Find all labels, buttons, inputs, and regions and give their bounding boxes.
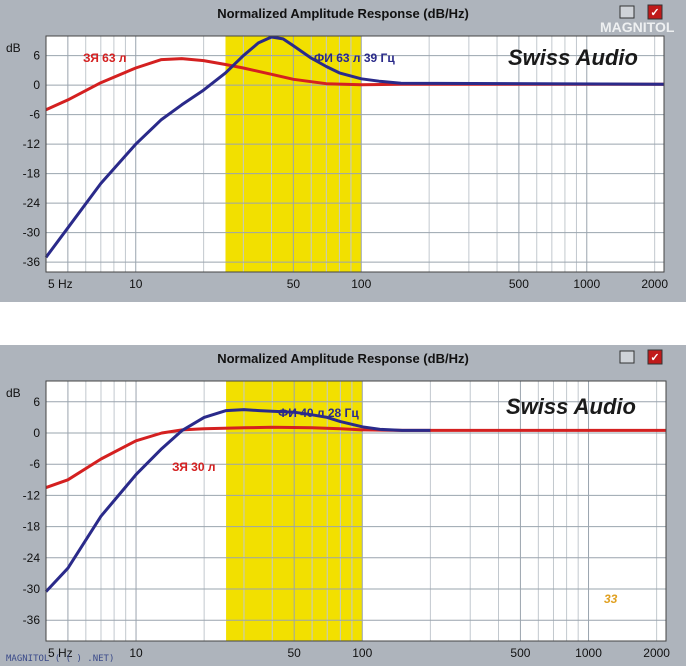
series-line-bass-reflex — [44, 408, 431, 593]
close-icon[interactable] — [647, 4, 663, 20]
x-tick-label: 5 Hz — [48, 646, 73, 660]
series-line-bass-reflex — [44, 35, 665, 259]
close-icon[interactable] — [647, 349, 663, 365]
y-tick-label: 6 — [33, 49, 40, 63]
x-tick-label: 1000 — [575, 646, 602, 660]
y-tick-label: -30 — [23, 226, 41, 240]
x-tick-label: 2000 — [643, 646, 670, 660]
brand-label: Swiss Audio — [506, 394, 636, 419]
y-tick-label: -6 — [29, 457, 40, 471]
y-tick-label: -18 — [23, 520, 41, 534]
close-glyph: ✓ — [650, 7, 659, 19]
x-tick-label: 50 — [287, 277, 301, 291]
y-tick-labels: 6 0 -6 -12 -18 -24 -30 -36 — [23, 395, 41, 627]
x-tick-label: 100 — [352, 646, 372, 660]
footer-credit: MAGNITOL ( ( ) .NET) — [6, 654, 114, 664]
y-tick-labels: 6 0 -6 -12 -18 -24 -30 -36 — [23, 49, 41, 269]
y-tick-label: -12 — [23, 488, 41, 502]
chart-panel-bottom: Normalized Amplitude Response (dB/Hz) ✓ … — [0, 345, 686, 666]
x-tick-label: 1000 — [573, 277, 600, 291]
x-tick-labels: 5 Hz 10 50 100 500 1000 2000 — [48, 646, 670, 660]
close-glyph: ✓ — [650, 352, 659, 364]
x-tick-label: 10 — [129, 646, 143, 660]
y-tick-label: -6 — [29, 108, 40, 122]
x-tick-label: 500 — [509, 277, 529, 291]
y-tick-label: -30 — [23, 582, 41, 596]
chart-title: Normalized Amplitude Response (dB/Hz) — [217, 351, 469, 366]
chart-panel-top: Normalized Amplitude Response (dB/Hz) ✓ … — [0, 0, 686, 302]
y-unit-label: dB — [6, 386, 21, 400]
y-tick-label: 0 — [33, 426, 40, 440]
series-label-blue: ФИ 63 л 39 Гц — [314, 51, 395, 65]
x-tick-label: 5 Hz — [48, 277, 73, 291]
y-tick-label: -18 — [23, 167, 41, 181]
chart-title: Normalized Amplitude Response (dB/Hz) — [217, 6, 469, 21]
x-tick-label: 2000 — [641, 277, 668, 291]
copy-icon[interactable] — [619, 350, 635, 364]
y-unit-label: dB — [6, 41, 21, 55]
x-tick-label: 500 — [510, 646, 530, 660]
x-tick-label: 50 — [287, 646, 301, 660]
series-label-red: ЗЯ 30 л — [172, 460, 215, 474]
series-layer — [44, 35, 665, 259]
x-tick-labels: 5 Hz 10 50 100 500 1000 2000 — [48, 277, 668, 291]
page-badge: 33 — [604, 592, 618, 606]
window-buttons[interactable]: ✓ — [619, 4, 663, 20]
amplitude-chart-bottom: Normalized Amplitude Response (dB/Hz) ✓ … — [6, 349, 670, 664]
amplitude-chart-top: Normalized Amplitude Response (dB/Hz) ✓ … — [6, 4, 675, 291]
grid-lines — [45, 381, 666, 641]
series-line-sealed-box — [45, 425, 666, 490]
series-layer — [44, 408, 666, 593]
y-tick-label: -36 — [23, 255, 41, 269]
x-tick-label: 10 — [129, 277, 143, 291]
grid-lines — [45, 36, 664, 272]
series-label-blue: ФИ 40 л 28 Гц — [278, 406, 359, 420]
brand-label: Swiss Audio — [508, 45, 638, 70]
copy-icon[interactable] — [619, 5, 635, 19]
plot-border — [45, 35, 665, 273]
y-tick-label: -12 — [23, 137, 41, 151]
x-tick-label: 100 — [351, 277, 371, 291]
y-tick-label: -24 — [23, 551, 41, 565]
y-tick-label: 6 — [33, 395, 40, 409]
watermark-text: MAGNITOL — [600, 19, 675, 35]
y-tick-label: 0 — [33, 78, 40, 92]
window-buttons[interactable]: ✓ — [619, 349, 663, 365]
series-label-red: ЗЯ 63 л — [83, 51, 126, 65]
y-tick-label: -24 — [23, 196, 41, 210]
plot-border — [45, 380, 667, 642]
y-tick-label: -36 — [23, 613, 41, 627]
